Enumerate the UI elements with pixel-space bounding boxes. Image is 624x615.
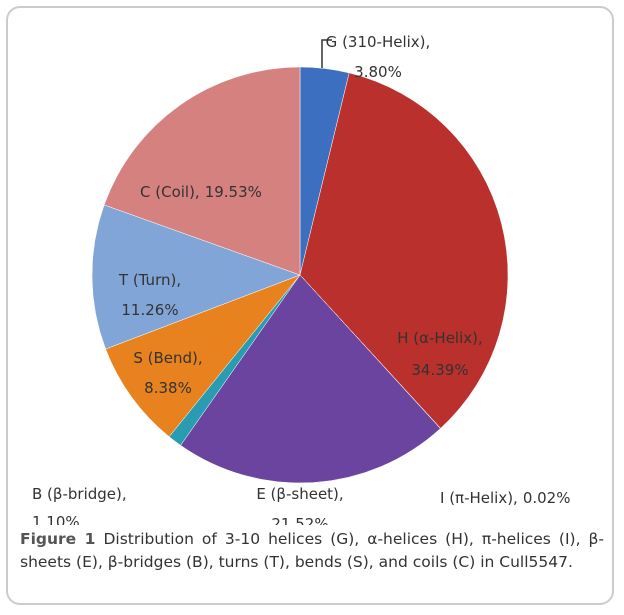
slice-label: B (β-bridge), 1.10% bbox=[32, 485, 127, 526]
slice-label: H (α-Helix), 34.39% bbox=[397, 329, 483, 379]
chart: G (310-Helix), 3.80% H (α-Helix), 34.39% I (… bbox=[32, 33, 570, 526]
slice-label: E (β-sheet), 21.52% bbox=[256, 485, 343, 526]
value-label: 34.39% bbox=[411, 361, 468, 379]
slice-label: C (Coil), 19.53% bbox=[140, 183, 262, 201]
value-label: 19.53% bbox=[205, 183, 262, 201]
pie-slice bbox=[299, 72, 509, 429]
pie-slice bbox=[103, 66, 301, 276]
slice-label: G (310-Helix), 3.80% bbox=[326, 33, 431, 81]
category-label: E (β-sheet), bbox=[256, 485, 343, 503]
caption-text: Distribution of 3-10 helices (G), α-heli… bbox=[20, 530, 604, 571]
caption: Figure 1 Distribution of 3-10 helices (G… bbox=[20, 528, 604, 574]
slice-label: S (Bend), 8.38% bbox=[133, 349, 202, 397]
pie-slice bbox=[91, 204, 301, 350]
value-label: 11.26% bbox=[121, 301, 178, 319]
slice-label: I (π-Helix), 0.02% bbox=[440, 489, 570, 507]
category-label: B (β-bridge), bbox=[32, 485, 127, 503]
category-label: C (Coil), bbox=[140, 183, 200, 201]
value-label: 1.10% bbox=[32, 513, 80, 526]
category-label: G (310-Helix), bbox=[326, 33, 431, 51]
slice-label: T (Turn), 11.26% bbox=[118, 271, 181, 319]
value-label: 21.52% bbox=[271, 515, 328, 526]
pie-slice bbox=[105, 274, 301, 438]
category-label: H (α-Helix), bbox=[397, 329, 483, 347]
value-label: 0.02% bbox=[523, 489, 571, 507]
caption-label: Figure 1 bbox=[20, 530, 96, 548]
category-label: S (Bend), bbox=[133, 349, 202, 367]
pie-slice bbox=[180, 274, 441, 484]
category-label: T (Turn), bbox=[118, 271, 181, 289]
value-label: 3.80% bbox=[354, 63, 402, 81]
value-label: 8.38% bbox=[144, 379, 192, 397]
leader-line bbox=[321, 39, 332, 68]
category-label: I (π-Helix), bbox=[440, 489, 518, 507]
figure-frame bbox=[6, 6, 614, 605]
